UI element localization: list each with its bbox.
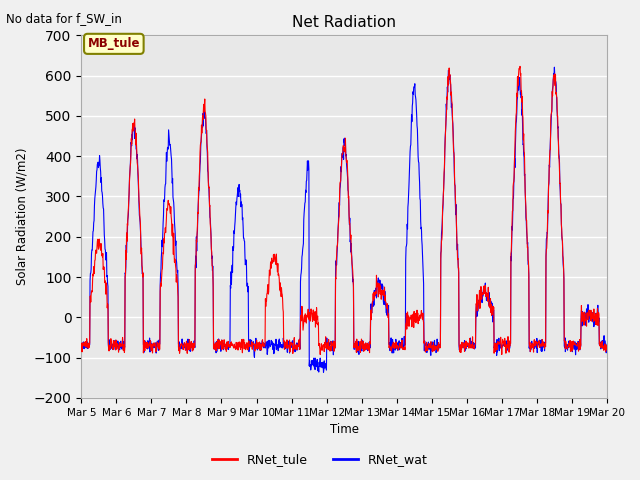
Y-axis label: Solar Radiation (W/m2): Solar Radiation (W/m2) [15,148,28,286]
Legend: RNet_tule, RNet_wat: RNet_tule, RNet_wat [207,448,433,471]
X-axis label: Time: Time [330,423,358,436]
Text: MB_tule: MB_tule [88,37,140,50]
Text: No data for f_SW_in: No data for f_SW_in [6,12,122,25]
Title: Net Radiation: Net Radiation [292,15,396,30]
